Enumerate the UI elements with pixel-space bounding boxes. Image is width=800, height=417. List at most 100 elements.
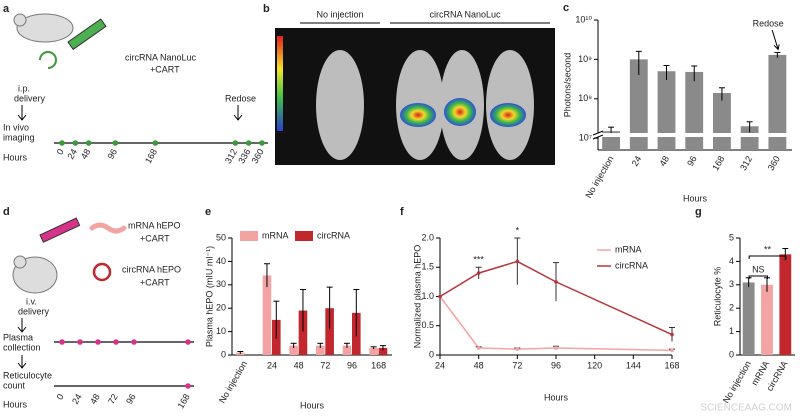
arrow: [17, 318, 27, 333]
tick-label: 312: [223, 147, 239, 165]
mouse-icon: [16, 13, 74, 43]
y-tick-label: 10⁹: [578, 54, 592, 64]
point: [670, 348, 674, 353]
axis-label: Hours: [3, 152, 28, 162]
circrna-icon: [92, 262, 112, 282]
timepoint: [131, 339, 137, 345]
mouse: [316, 50, 364, 160]
x-tick-label: 24: [630, 154, 644, 168]
y-tick-label: 40: [216, 256, 226, 266]
x-tick-label: 24: [267, 360, 277, 370]
mouse-ear: [13, 13, 27, 27]
y-tick-label: 1.5: [421, 262, 434, 272]
panel-label: c: [563, 2, 569, 14]
panel-label: g: [695, 206, 702, 218]
timepoint: [85, 140, 92, 146]
x-tick-label: 144: [626, 360, 641, 370]
x-axis-label: Hours: [544, 392, 569, 402]
timepoint: [259, 140, 265, 146]
imaging: In vivo: [3, 122, 29, 132]
y-tick-label: 2: [729, 303, 734, 313]
x-tick-label: 168: [710, 154, 726, 172]
circrna-icon: [39, 51, 57, 69]
delivery: i.v.: [26, 296, 37, 306]
y-axis-label: Plasma hEPO (mIU ml⁻¹): [204, 246, 214, 347]
timepoint: [185, 383, 191, 389]
tick-label: 48: [79, 147, 93, 161]
x-tick-label: 48: [474, 360, 484, 370]
y-tick-label: 10⁸: [578, 93, 592, 103]
tick-label: 96: [105, 147, 119, 161]
y-tick-label: 10¹⁰: [575, 14, 592, 24]
color-bar: [277, 36, 283, 131]
redose: Redose: [225, 93, 256, 103]
legend-label: mRNA: [615, 244, 642, 254]
mouse-ear: [13, 255, 27, 269]
point: [554, 346, 558, 350]
panel-b: b No injection circRNA NanoLuc: [263, 3, 555, 165]
arrow: [233, 105, 243, 121]
annotation-arrow: [771, 29, 780, 51]
point: [554, 280, 558, 284]
x-tick-label: 96: [347, 360, 357, 370]
timepoint: [232, 140, 239, 146]
annotation: **: [764, 244, 772, 254]
axis-break: [592, 133, 794, 137]
panel-label: a: [3, 3, 10, 15]
timepoint: [245, 140, 252, 146]
y-tick-label: 30: [216, 279, 226, 289]
construct: circRNA hEPO: [122, 264, 181, 274]
x-tick-label: 72: [320, 360, 330, 370]
y-tick-label: 0: [429, 349, 434, 359]
bar: [657, 71, 676, 150]
y-tick-label: 10⁷: [579, 133, 592, 143]
bar: [298, 310, 308, 355]
y-tick-label: 0: [729, 349, 734, 359]
bar: [742, 282, 755, 355]
panel-d: d mRNA hEPO +CART circRNA hEPO +CART i.v…: [3, 206, 181, 409]
collection: collection: [3, 342, 41, 352]
tick-label: 24: [65, 147, 79, 161]
panel-label: e: [205, 206, 211, 218]
bar: [713, 93, 731, 150]
x-tick-label: 96: [551, 360, 561, 370]
timepoint: [113, 339, 119, 345]
point: [438, 294, 442, 299]
imaging: imaging: [3, 132, 35, 142]
tick-label: 96: [124, 392, 138, 406]
line: [439, 296, 673, 352]
y-tick-label: 4: [729, 256, 734, 266]
group-label: circRNA NanoLuc: [429, 9, 501, 19]
annotation: ***: [473, 255, 484, 265]
timepoint: [95, 339, 101, 345]
legend-swatch: [295, 231, 313, 241]
bracket: [748, 255, 787, 259]
timepoint: [185, 339, 191, 345]
timepoint: [59, 339, 65, 345]
tick-label: 168: [143, 147, 159, 165]
point: [476, 346, 481, 350]
y-axis-label: Normalized plasma hEPO: [412, 245, 422, 349]
tick-label: 48: [88, 392, 102, 406]
y-tick-label: 5: [729, 232, 734, 242]
x-tick-label: 24: [435, 360, 445, 370]
legend-label: circRNA: [615, 260, 648, 270]
tick-label: 336: [236, 147, 252, 165]
x-axis-label: Hours: [683, 193, 708, 203]
tick-label: 168: [176, 392, 192, 410]
point: [515, 347, 520, 351]
signal: [444, 98, 476, 126]
timepoint: [77, 339, 83, 345]
bar: [369, 347, 378, 355]
bar: [289, 345, 298, 355]
y-tick-label: 0: [221, 349, 226, 359]
x-tick-label: 96: [685, 154, 699, 168]
construct: circRNA NanoLuc: [125, 52, 197, 62]
bar: [236, 352, 245, 355]
group-label: No injection: [316, 9, 363, 19]
construct: +CART: [150, 64, 180, 74]
arrow: [17, 355, 27, 369]
count: count: [3, 380, 26, 390]
annotation: Redose: [753, 18, 784, 28]
axis-label: Hours: [3, 399, 28, 409]
